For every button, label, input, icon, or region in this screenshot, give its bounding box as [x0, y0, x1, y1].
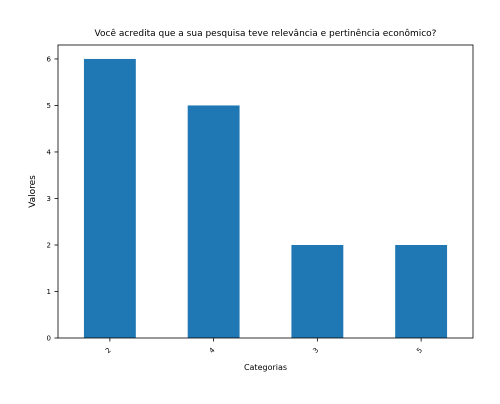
y-axis-ticks: 0 1 2 3 4 5 6 [47, 55, 58, 343]
bar [83, 58, 136, 338]
x-tick-label: 5 [415, 346, 424, 355]
x-tick-label: 4 [208, 346, 217, 355]
chart-title: Você acredita que a sua pesquisa teve re… [95, 28, 437, 39]
y-axis-label: Valores [28, 175, 38, 208]
y-tick-label: 4 [47, 148, 52, 156]
y-tick-label: 1 [47, 288, 51, 296]
bars-group [83, 58, 448, 338]
plot-frame [57, 44, 474, 339]
y-tick-label: 5 [47, 102, 51, 110]
x-axis-label: Categorias [244, 363, 287, 372]
bar [395, 244, 448, 338]
bar [291, 244, 344, 338]
y-tick-label: 2 [47, 241, 51, 249]
y-tick-label: 3 [47, 195, 51, 203]
y-tick-label: 0 [47, 335, 51, 343]
x-tick-label: 2 [104, 346, 113, 355]
y-tick-label: 6 [47, 55, 52, 63]
x-axis-ticks: 2 4 3 5 [104, 338, 424, 355]
bar [187, 105, 240, 338]
x-tick-label: 3 [312, 346, 321, 355]
